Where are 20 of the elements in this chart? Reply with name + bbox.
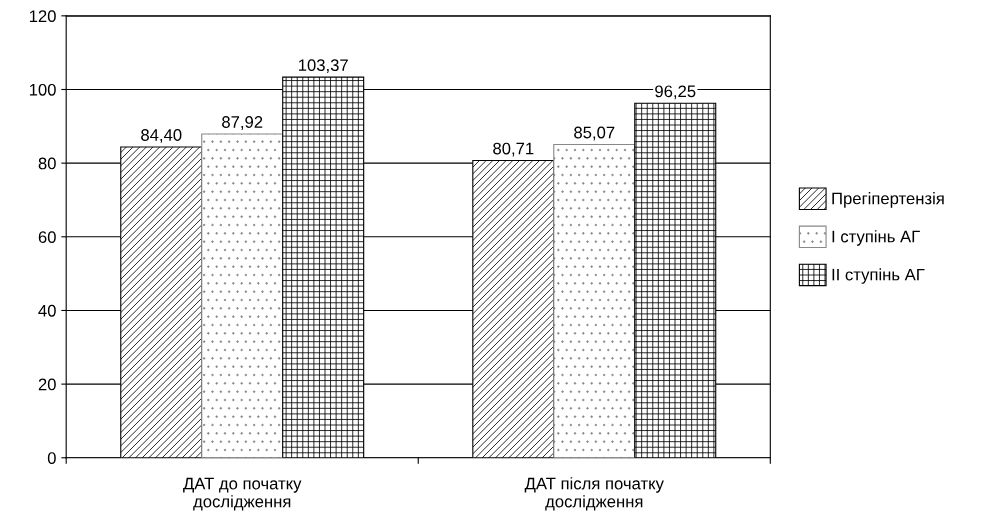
legend-label: II ступінь АГ (832, 268, 925, 284)
y-tick-label: 120 (29, 10, 56, 23)
y-tick-label: 20 (38, 378, 56, 391)
data-label: 87,92 (222, 116, 263, 130)
bar (553, 143, 636, 458)
data-label: 103,37 (298, 59, 348, 73)
y-tick-label: 40 (38, 304, 56, 317)
data-label: 84,40 (141, 129, 182, 143)
data-label: 85,07 (574, 126, 615, 141)
y-tick-label: 100 (29, 83, 56, 96)
y-tick-label: 60 (38, 231, 56, 244)
y-tick-label: 0 (47, 452, 56, 464)
legend-label: I ступінь АГ (832, 230, 920, 246)
x-tick-label: ДАТ після початку дослідження (524, 477, 664, 511)
legend-label: Прегіпертензія (832, 192, 944, 208)
y-tick-label: 80 (38, 157, 56, 170)
data-label: 96,25 (655, 85, 696, 100)
x-tick-label: ДАТ до початку дослідження (183, 477, 302, 511)
bar (201, 133, 284, 458)
data-label: 80,71 (493, 142, 534, 157)
